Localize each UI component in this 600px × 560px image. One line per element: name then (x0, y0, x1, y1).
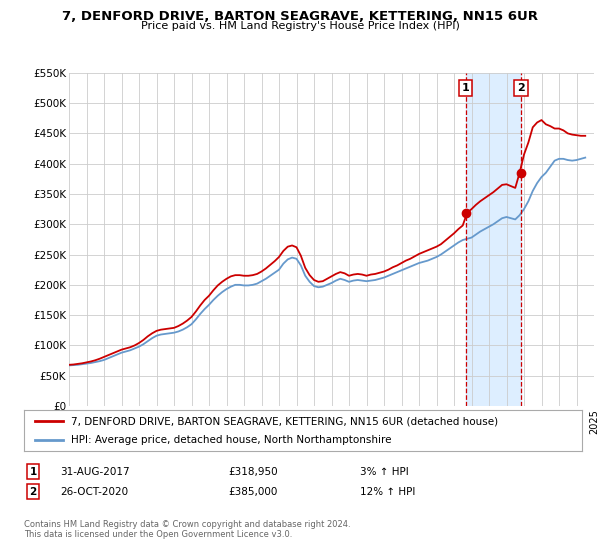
Text: £318,950: £318,950 (228, 466, 278, 477)
Text: Price paid vs. HM Land Registry's House Price Index (HPI): Price paid vs. HM Land Registry's House … (140, 21, 460, 31)
Text: 7, DENFORD DRIVE, BARTON SEAGRAVE, KETTERING, NN15 6UR: 7, DENFORD DRIVE, BARTON SEAGRAVE, KETTE… (62, 10, 538, 23)
Text: 2: 2 (29, 487, 37, 497)
Bar (466, 73, 521, 406)
Text: 12% ↑ HPI: 12% ↑ HPI (360, 487, 415, 497)
Text: 26-OCT-2020: 26-OCT-2020 (60, 487, 128, 497)
Text: £385,000: £385,000 (228, 487, 277, 497)
Text: 1: 1 (29, 466, 37, 477)
Text: 2: 2 (517, 83, 525, 93)
Text: 3% ↑ HPI: 3% ↑ HPI (360, 466, 409, 477)
Text: Contains HM Land Registry data © Crown copyright and database right 2024.
This d: Contains HM Land Registry data © Crown c… (24, 520, 350, 539)
Text: 1: 1 (462, 83, 469, 93)
Text: HPI: Average price, detached house, North Northamptonshire: HPI: Average price, detached house, Nort… (71, 435, 392, 445)
Text: 7, DENFORD DRIVE, BARTON SEAGRAVE, KETTERING, NN15 6UR (detached house): 7, DENFORD DRIVE, BARTON SEAGRAVE, KETTE… (71, 417, 499, 426)
Text: 31-AUG-2017: 31-AUG-2017 (60, 466, 130, 477)
